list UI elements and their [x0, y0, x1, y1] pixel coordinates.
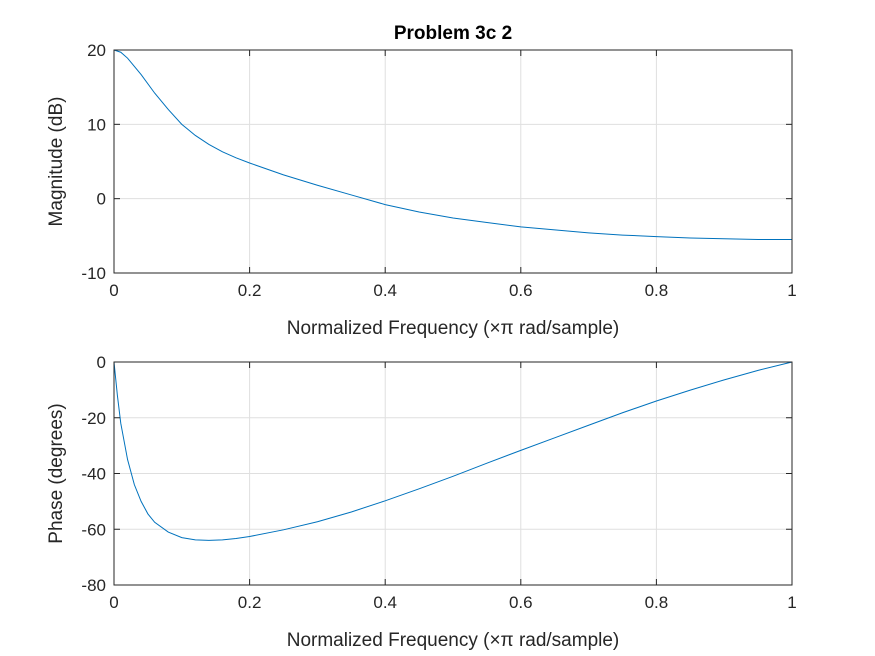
- chart-title: Problem 3c 2: [394, 23, 512, 44]
- phase-x-ticks: 0 0.2 0.4 0.6 0.8 1: [109, 362, 797, 612]
- phase-x-tick-label-1: 0.2: [238, 593, 262, 612]
- phase-x-tick-label-5: 1: [787, 593, 796, 612]
- magnitude-y-ticks: -10 0 10 20: [81, 41, 792, 283]
- phase-y-tick-label-2: -40: [81, 465, 106, 484]
- magnitude-x-ticks: 0 0.2 0.4 0.6 0.8 1: [109, 50, 797, 300]
- phase-y-ticks: -80 -60 -40 -20 0: [81, 353, 792, 595]
- magnitude-axes-box: [113, 49, 793, 274]
- magnitude-y-tick-label-1: 0: [97, 190, 106, 209]
- magnitude-x-tick-label-5: 1: [787, 281, 796, 300]
- phase-x-tick-label-4: 0.8: [645, 593, 669, 612]
- magnitude-x-axis-label: Normalized Frequency (×π rad/sample): [287, 318, 620, 339]
- magnitude-x-tick-label-2: 0.4: [373, 281, 397, 300]
- magnitude-y-tick-label-0: -10: [81, 264, 106, 283]
- phase-y-tick-label-4: 0: [97, 353, 106, 372]
- phase-y-tick-label-0: -80: [81, 576, 106, 595]
- magnitude-y-axis-label: Magnitude (dB): [46, 97, 67, 227]
- magnitude-y-tick-label-2: 10: [87, 115, 106, 134]
- phase-x-tick-label-0: 0: [109, 593, 118, 612]
- phase-x-tick-label-3: 0.6: [509, 593, 533, 612]
- magnitude-x-tick-label-3: 0.6: [509, 281, 533, 300]
- phase-y-tick-label-3: -20: [81, 409, 106, 428]
- phase-line: [113, 361, 793, 541]
- magnitude-x-tick-label-0: 0: [109, 281, 118, 300]
- magnitude-y-tick-label-3: 20: [87, 41, 106, 60]
- phase-x-axis-label: Normalized Frequency (×π rad/sample): [287, 630, 620, 651]
- phase-y-axis-label: Phase (degrees): [46, 403, 67, 543]
- magnitude-line: [113, 49, 792, 241]
- phase-plot: 0 0.2 0.4 0.6 0.8 1 -80 -60 -40 -20 0 Normalized …: [46, 353, 797, 651]
- magnitude-x-tick-label-4: 0.8: [645, 281, 669, 300]
- phase-y-tick-label-1: -60: [81, 520, 106, 539]
- magnitude-x-tick-label-1: 0.2: [238, 281, 262, 300]
- phase-x-tick-label-2: 0.4: [373, 593, 397, 612]
